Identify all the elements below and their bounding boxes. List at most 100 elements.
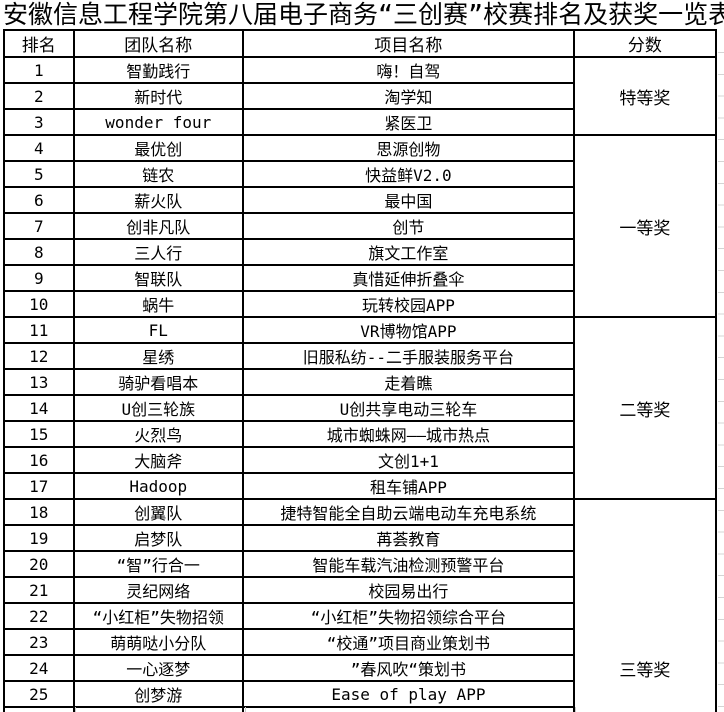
project-cell: “校通”项目商业策划书 [242, 628, 575, 656]
project-cell: “小红柜”失物招领综合平台 [242, 602, 575, 630]
rank-cell: 15 [3, 420, 75, 448]
table-row: 10 蜗牛 玩转校园APP [3, 290, 716, 318]
table-row: 9 智联队 真惜延伸折叠伞 [3, 264, 716, 292]
column-header-rank: 排名 [3, 29, 75, 58]
project-cell: 紧医卫 [242, 108, 575, 136]
table-row: 24 一心逐梦 ”春风吹“策划书 [3, 654, 716, 682]
rank-cell: 21 [3, 576, 75, 604]
rank-cell: 9 [3, 264, 75, 292]
team-cell: 启梦队 [72, 524, 245, 552]
rank-cell: 11 [3, 316, 75, 344]
page-title: 安徽信息工程学院第八届电子商务“三创赛”校赛排名及获奖一览表 [3, 0, 724, 29]
project-cell: 快益鲜V2.0 [242, 160, 575, 188]
table-row: 7 创非凡队 创节 [3, 212, 716, 240]
project-cell: 旗文工作室 [242, 238, 575, 266]
rank-cell: 23 [3, 628, 75, 656]
team-cell: 新时代 [72, 82, 245, 110]
award-cell: 特等奖 [572, 56, 718, 136]
project-cell: 城市蜘蛛网——城市热点 [242, 420, 575, 448]
table-row: 14 U创三轮族 U创共享电动三轮车 [3, 394, 716, 422]
table-body: 1 智勤践行 嗨！自驾 特等奖 2 新时代 淘学知 3 wonder four 紧医卫 4 最优创 思源… [3, 56, 718, 712]
rank-cell: 12 [3, 342, 75, 370]
rank-cell: 22 [3, 602, 75, 630]
team-cell: 智勤践行 [72, 56, 245, 84]
team-cell: 薪火队 [72, 186, 245, 214]
team-cell: DC小组 [72, 706, 245, 712]
project-cell: 淘学知 [242, 82, 575, 110]
table-row: 12 星绣 旧服私纺--二手服装服务平台 [3, 342, 716, 370]
table-row: 17 Hadoop 租车铺APP [3, 472, 716, 500]
project-cell: 走着瞧 [242, 368, 575, 396]
table-row: 18 创翼队 捷特智能全自助云端电动车充电系统 三等奖 [3, 498, 718, 712]
rank-cell: 1 [3, 56, 75, 84]
award-cell: 一等奖 [572, 134, 718, 318]
table-row: 5 链农 快益鲜V2.0 [3, 160, 716, 188]
project-cell: ”春风吹“策划书 [242, 654, 575, 682]
rank-cell: 19 [3, 524, 75, 552]
team-cell: “小红柜”失物招领 [72, 602, 245, 630]
project-cell: 创节 [242, 212, 575, 240]
team-cell: FL [72, 316, 245, 344]
project-cell: U创共享电动三轮车 [242, 394, 575, 422]
project-cell: 智能车载汽油检测预警平台 [242, 550, 575, 578]
table-row: 26DC小组“伯乐”兼职APP策划 [3, 706, 716, 712]
table-row: 21 灵纪网络 校园易出行 [3, 576, 716, 604]
rank-cell: 20 [3, 550, 75, 578]
project-cell: 真惜延伸折叠伞 [242, 264, 575, 292]
project-cell: 玩转校园APP [242, 290, 575, 318]
team-cell: 创翼队 [72, 498, 245, 526]
table-row: 15 火烈鸟 城市蜘蛛网——城市热点 [3, 420, 716, 448]
column-header-score: 分数 [572, 29, 718, 58]
team-cell: 大脑斧 [72, 446, 245, 474]
team-cell: 三人行 [72, 238, 245, 266]
project-cell: 文创1+1 [242, 446, 575, 474]
project-cell: 租车铺APP [242, 472, 575, 500]
table-row: 11 FL VR博物馆APP 二等奖 [3, 316, 718, 500]
team-cell: 链农 [72, 160, 245, 188]
rank-cell: 18 [3, 498, 75, 526]
column-header-project: 项目名称 [242, 29, 575, 58]
table-row: 22 “小红柜”失物招领 “小红柜”失物招领综合平台 [3, 602, 716, 630]
rank-cell: 25 [3, 680, 75, 708]
rank-cell: 4 [3, 134, 75, 162]
rank-cell: 13 [3, 368, 75, 396]
team-cell: 创梦游 [72, 680, 245, 708]
team-cell: 星绣 [72, 342, 245, 370]
gridline-hints-bottom [0, 707, 724, 712]
rank-cell: 3 [3, 108, 75, 136]
table-row: 13 骑驴看唱本 走着瞧 [3, 368, 716, 396]
table-row: 23 萌萌哒小分队 “校通”项目商业策划书 [3, 628, 716, 656]
rank-cell: 7 [3, 212, 75, 240]
rank-cell: 2 [3, 82, 75, 110]
project-cell: 捷特智能全自助云端电动车充电系统 [242, 498, 575, 526]
team-cell: 蜗牛 [72, 290, 245, 318]
project-cell: 苒荟教育 [242, 524, 575, 552]
project-cell: 旧服私纺--二手服装服务平台 [242, 342, 575, 370]
table-row: 4 最优创 思源创物 一等奖 [3, 134, 718, 318]
project-cell: VR博物馆APP [242, 316, 575, 344]
team-cell: 火烈鸟 [72, 420, 245, 448]
table-row: 8 三人行 旗文工作室 [3, 238, 716, 266]
table-row: 16 大脑斧 文创1+1 [3, 446, 716, 474]
rank-cell: 24 [3, 654, 75, 682]
project-cell: Ease of play APP [242, 680, 575, 708]
project-cell: 最中国 [242, 186, 575, 214]
column-header-team: 团队名称 [72, 29, 245, 58]
table-row: 6 薪火队 最中国 [3, 186, 716, 214]
rank-cell: 17 [3, 472, 75, 500]
team-cell: 灵纪网络 [72, 576, 245, 604]
table-row: 25 创梦游 Ease of play APP [3, 680, 716, 708]
team-cell: “智”行合一 [72, 550, 245, 578]
team-cell: U创三轮族 [72, 394, 245, 422]
table-row: 19 启梦队 苒荟教育 [3, 524, 716, 552]
team-cell: 智联队 [72, 264, 245, 292]
table-row: 2 新时代 淘学知 [3, 82, 716, 110]
rank-cell: 8 [3, 238, 75, 266]
project-cell: 嗨！自驾 [242, 56, 575, 84]
table-row: 20 “智”行合一 智能车载汽油检测预警平台 [3, 550, 716, 578]
table-row: 1 智勤践行 嗨！自驾 特等奖 [3, 56, 718, 136]
project-cell: “伯乐”兼职APP策划 [242, 706, 575, 712]
header-row: 排名 团队名称 项目名称 分数 [3, 29, 718, 58]
team-cell: wonder four [72, 108, 245, 136]
